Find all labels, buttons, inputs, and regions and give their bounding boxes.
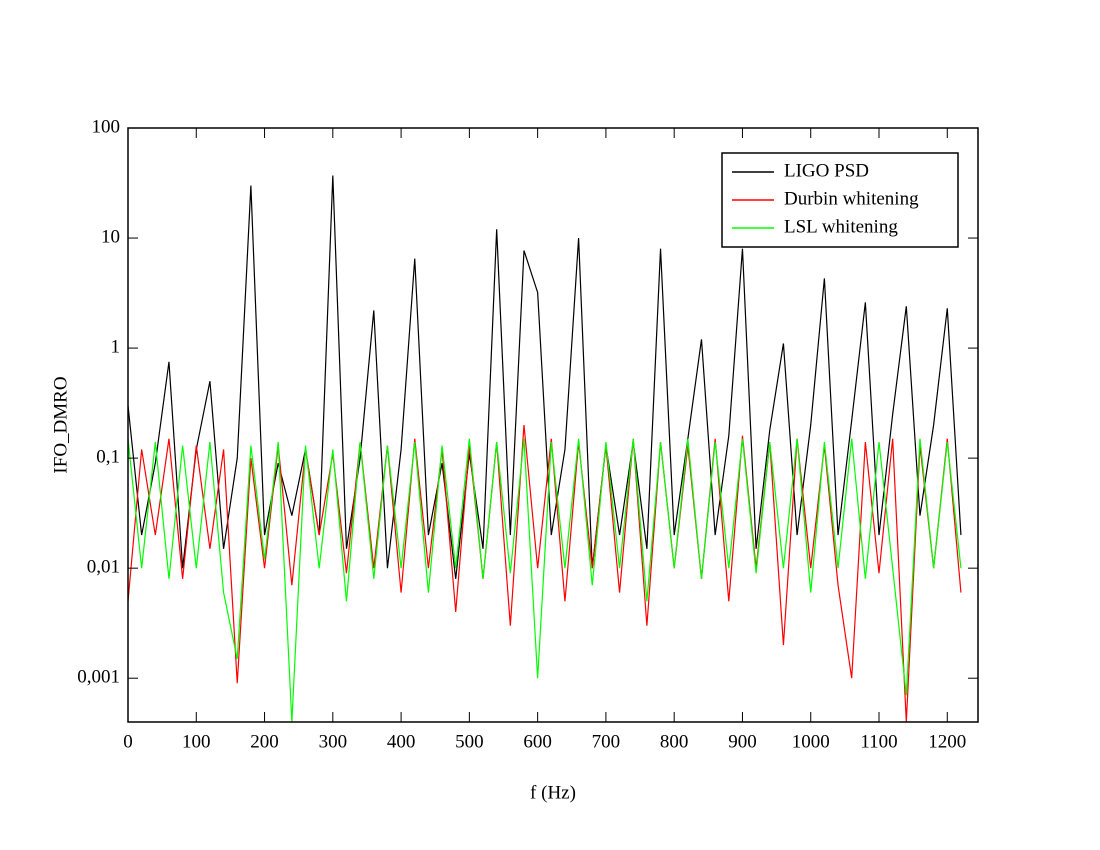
legend-label: LSL whitening [784,216,898,237]
y-tick-label: 100 [92,116,121,137]
x-tick-label: 1100 [860,731,897,752]
series-line [128,438,962,722]
y-axis-label: IFO_DMRO [50,376,71,473]
x-tick-label: 100 [182,731,211,752]
y-tick-label: 10 [101,226,120,247]
legend-label: LIGO PSD [784,160,869,181]
y-tick-label: 0,1 [96,446,120,467]
x-tick-label: 1200 [928,731,966,752]
x-tick-label: 300 [319,731,348,752]
x-tick-label: 1000 [792,731,830,752]
x-tick-label: 800 [660,731,689,752]
x-tick-label: 600 [523,731,552,752]
x-tick-label: 400 [387,731,416,752]
y-tick-label: 0,001 [77,667,120,688]
plot-area [128,175,962,722]
x-tick-label: 900 [728,731,757,752]
axes-frame [127,127,979,723]
legend-label: Durbin whitening [784,188,919,209]
x-tick-label: 200 [250,731,279,752]
x-tick-label: 0 [123,731,133,752]
series-line [128,175,962,579]
series-line [128,424,962,722]
y-tick-label: 1 [111,336,121,357]
x-axis-label: f (Hz) [530,782,576,803]
y-tick-label: 0,01 [87,557,120,578]
x-tick-label: 500 [455,731,484,752]
x-tick-label: 700 [592,731,621,752]
